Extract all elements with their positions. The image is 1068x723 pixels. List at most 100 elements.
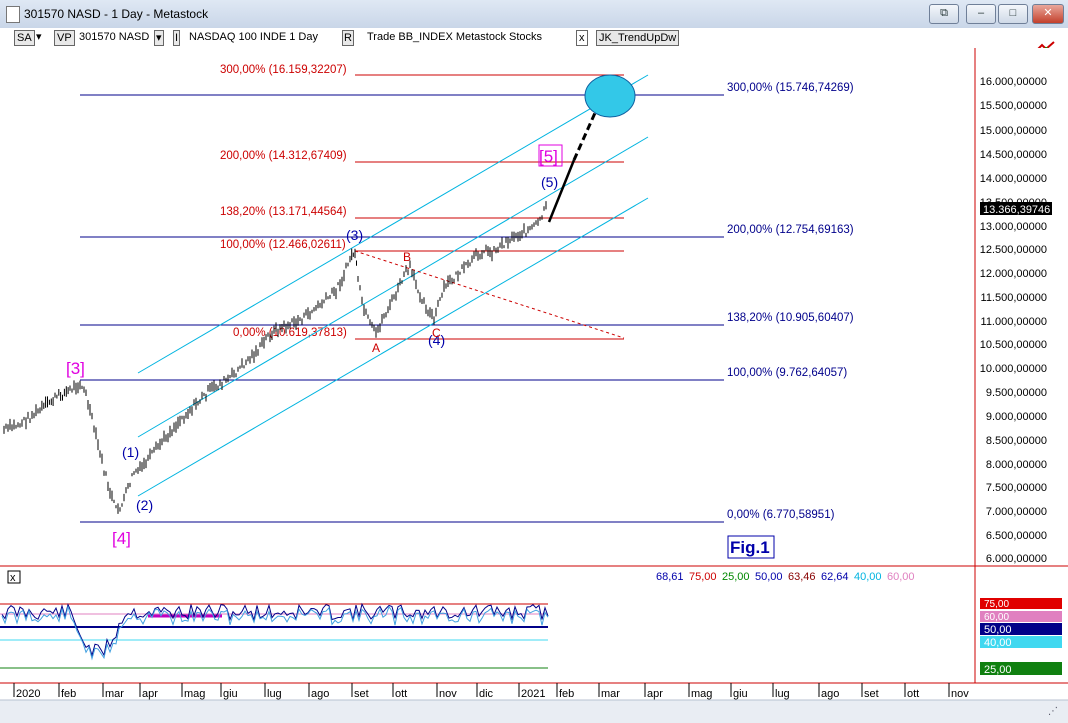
fib-label-blue: 100,00% (9.762,64057) (727, 367, 847, 379)
projection-line (547, 159, 576, 223)
chevron-down-icon[interactable]: ▾ (36, 31, 42, 43)
osc-badge-text: 40,00 (984, 637, 1012, 649)
maximize-button[interactable]: □ (998, 4, 1028, 24)
document-icon (6, 6, 20, 23)
oscillator-readout: 40,00 (854, 571, 882, 583)
fib-extension-red[interactable] (355, 74, 624, 340)
osc-badge-text: 50,00 (984, 624, 1012, 636)
time-tick: ago (821, 688, 839, 700)
time-tick: dic (479, 688, 494, 700)
oscillator-signal-line (1, 605, 549, 661)
resize-grip-icon[interactable]: ⋰ (1048, 706, 1058, 717)
osc-badge-75 (980, 598, 1062, 609)
wave-label-major-5: [5] (539, 147, 558, 166)
oscillator-readout: 60,00 (887, 571, 915, 583)
osc-badge-50 (980, 623, 1062, 635)
time-tick: lug (267, 688, 282, 700)
symbol-menu-icon[interactable]: ▾ (154, 30, 164, 46)
price-axis: 16.000,00000 15.500,00000 15.000,00000 1… (980, 76, 1047, 565)
price-tick: 8.500,00000 (986, 435, 1047, 447)
time-tick: mag (691, 688, 712, 700)
chart-header: SA ▾ VP 301570 NASD ▾ I NASDAQ 100 INDE … (0, 28, 1068, 55)
price-tick: 6.000,00000 (986, 553, 1047, 565)
oscillator-line (1, 602, 549, 658)
oscillator-readout: 25,00 (722, 571, 750, 583)
price-tick: 9.500,00000 (986, 387, 1047, 399)
r-button[interactable]: R (342, 30, 354, 46)
oscillator-readout: 62,64 (821, 571, 849, 583)
oscillator-readout: 63,46 (788, 571, 816, 583)
sa-dropdown[interactable]: SA (14, 30, 35, 46)
fib-extension-blue[interactable] (80, 94, 724, 523)
price-tick: 14.000,00000 (980, 173, 1047, 185)
close-icon[interactable]: x (10, 572, 16, 584)
time-tick: ott (395, 688, 407, 700)
fib-label-red: 100,00% (12.466,02611) (220, 239, 346, 251)
oscillator-close-button[interactable] (7, 570, 21, 584)
oscillator-readout: 50,00 (755, 571, 783, 583)
price-bars (3, 201, 547, 514)
price-tick: 15.000,00000 (980, 125, 1047, 137)
wave-label-c: C (432, 326, 441, 340)
osc-badge-40 (980, 636, 1062, 648)
time-tick: nov (951, 688, 969, 700)
close-button[interactable]: ✕ (1032, 4, 1064, 24)
figure-label: Fig.1 (730, 538, 770, 557)
time-tick: giu (733, 688, 748, 700)
wave-label-5: (5) (541, 174, 558, 190)
time-tick: nov (439, 688, 457, 700)
wave-label-2: (2) (136, 497, 153, 513)
time-tick: feb (559, 688, 574, 700)
expert-close-icon[interactable]: x (576, 30, 588, 46)
fib-label-blue: 200,00% (12.754,69163) (727, 224, 854, 236)
price-tick: 10.000,00000 (980, 363, 1047, 375)
wave-label-1: (1) (122, 444, 139, 460)
minimize-button[interactable]: – (966, 4, 996, 24)
oscillator-readout: 75,00 (689, 571, 717, 583)
time-tick: set (354, 688, 369, 700)
time-tick: ago (311, 688, 329, 700)
target-zone-ellipse[interactable] (584, 74, 636, 118)
chart-window: 16.000,00000 15.500,00000 15.000,00000 1… (0, 48, 1068, 723)
price-tick: 10.500,00000 (980, 339, 1047, 351)
wave-label-major-5-box (538, 144, 563, 167)
time-tick: set (864, 688, 879, 700)
price-tick: 16.000,00000 (980, 76, 1047, 88)
osc-badge-60 (980, 611, 1062, 622)
time-tick: 2021 (521, 688, 545, 700)
price-tick: 7.000,00000 (986, 506, 1047, 518)
fib-label-blue: 0,00% (6.770,58951) (727, 509, 835, 521)
fib-label-red: 200,00% (14.312,67409) (220, 150, 347, 162)
wave-label-major-4: [4] (112, 529, 131, 548)
index-menu-icon[interactable]: I (173, 30, 181, 46)
oscillator-axis: 75,00 60,00 50,00 40,00 25,00 (980, 598, 1062, 676)
price-tick: 8.000,00000 (986, 459, 1047, 471)
expert-advisor-label[interactable]: JK_TrendUpDw (596, 30, 680, 46)
price-tick: 9.000,00000 (986, 411, 1047, 423)
current-price-value: 13.366,39746 (983, 204, 1050, 216)
fib-label-blue: 300,00% (15.746,74269) (727, 82, 854, 94)
wave-label-3: (3) (346, 227, 363, 243)
osc-badge-text: 60,00 (984, 612, 1009, 623)
symbol-label: 301570 NASD (79, 31, 150, 43)
price-tick: 13.000,00000 (980, 221, 1047, 233)
trade-label: Trade BB_INDEX Metastock Stocks (367, 31, 543, 43)
price-tick: 14.500,00000 (980, 149, 1047, 161)
osc-badge-25 (980, 662, 1062, 675)
time-tick: lug (775, 688, 790, 700)
time-axis: 2020 feb mar apr mag giu lug ago set ott… (13, 683, 969, 700)
time-tick: mar (601, 688, 620, 700)
current-price-badge (980, 202, 1052, 215)
window-title-bar: 301570 NASD - 1 Day - Metastock ⧉ – □ ✕ (0, 0, 1068, 29)
time-tick: mag (184, 688, 205, 700)
time-tick: mar (105, 688, 124, 700)
vp-button[interactable]: VP (54, 30, 75, 46)
price-tick: 12.500,00000 (980, 244, 1047, 256)
price-chart[interactable]: 16.000,00000 15.500,00000 15.000,00000 1… (0, 48, 1068, 723)
time-tick: apr (142, 688, 158, 700)
window-title: 301570 NASD - 1 Day - Metastock (24, 7, 209, 21)
trendline-dotted[interactable] (354, 250, 625, 339)
wave-label-b: B (403, 250, 411, 264)
time-tick: apr (647, 688, 663, 700)
restore-icon[interactable]: ⧉ (929, 4, 959, 24)
